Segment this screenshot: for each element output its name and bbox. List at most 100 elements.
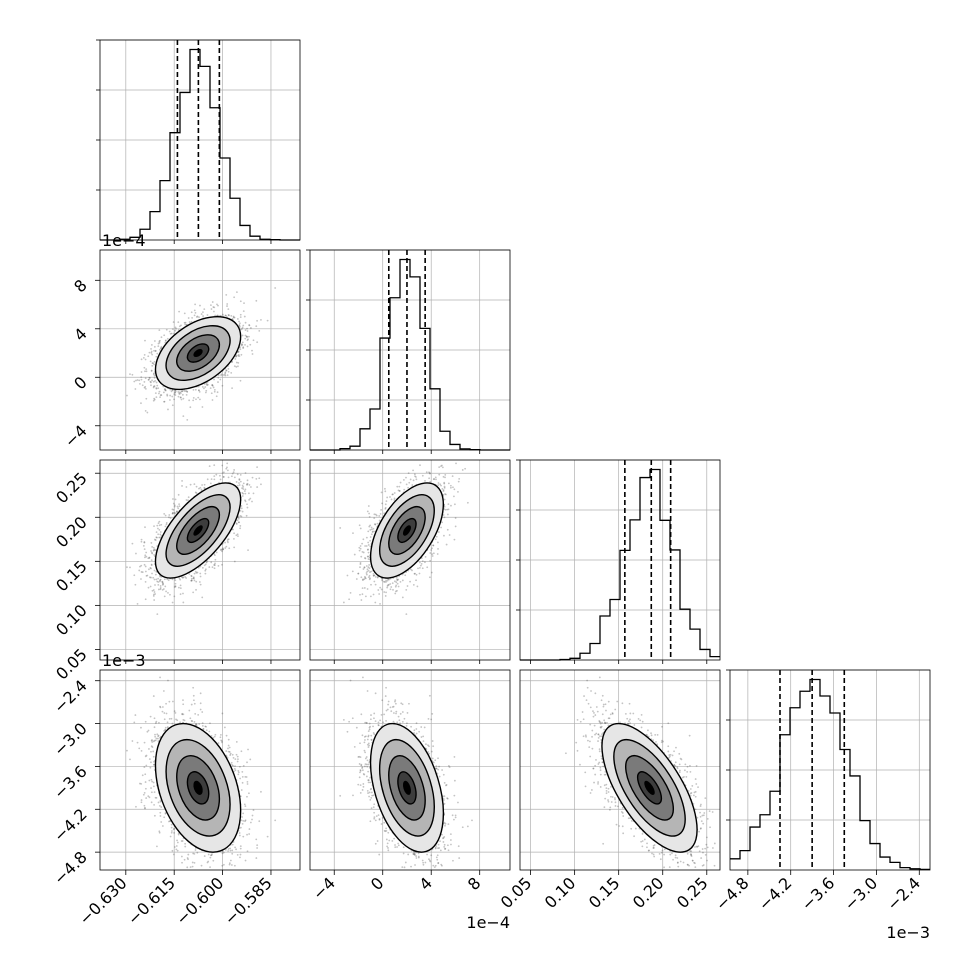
scatter-point	[148, 376, 151, 379]
scatter-point	[156, 536, 158, 539]
scatter-point	[174, 585, 177, 587]
scatter-point	[252, 339, 255, 342]
scatter-point	[195, 398, 197, 401]
scatter-point	[174, 390, 177, 393]
scatter-point	[221, 548, 224, 551]
scatter-point	[159, 396, 161, 398]
scatter-point	[260, 483, 262, 486]
scatter-point	[173, 398, 175, 401]
histogram-frame-1	[309, 249, 511, 451]
scatter-point	[166, 337, 169, 340]
scatter-point	[213, 567, 216, 570]
scatter-point	[140, 378, 143, 381]
scatter-point	[147, 355, 150, 358]
scatter-point	[235, 522, 238, 525]
scatter-point	[232, 471, 235, 474]
scatter-point	[181, 389, 184, 392]
scatter-point	[226, 540, 229, 542]
scatter-point	[242, 347, 245, 349]
scatter-point	[150, 344, 153, 346]
scatter-point	[238, 484, 241, 486]
scatter-point	[244, 472, 247, 474]
scatter-point	[153, 548, 156, 551]
scatter-point	[171, 512, 174, 515]
scatter-point	[164, 389, 167, 392]
scatter-point	[165, 328, 168, 331]
scatter-point	[248, 484, 251, 486]
scatter-point	[189, 483, 192, 486]
scatter-point	[195, 580, 198, 583]
scatter-point	[206, 384, 209, 386]
scatter-point	[181, 480, 183, 482]
scatter-point	[164, 341, 167, 344]
scatter-point	[148, 377, 151, 379]
scatter-point	[247, 549, 249, 552]
scatter-point	[179, 396, 182, 399]
scatter-point	[153, 345, 156, 348]
scatter-point	[239, 440, 241, 442]
scatter-point	[150, 564, 153, 567]
scatter-point	[201, 386, 204, 388]
scatter-point	[246, 336, 248, 338]
scatter-point	[237, 517, 240, 520]
scatter-point	[204, 563, 207, 566]
scatter-point	[150, 352, 153, 354]
scatter-point	[215, 395, 218, 398]
scatter-point	[190, 320, 193, 323]
scatter-point	[171, 395, 174, 398]
scatter-point	[153, 553, 155, 556]
scatter-point	[174, 391, 176, 394]
scatter-point	[151, 552, 154, 555]
scatter-point	[238, 482, 240, 484]
scatter-point	[204, 391, 207, 394]
scatter-point	[235, 361, 238, 364]
scatter-point	[143, 353, 146, 356]
scatter-point	[227, 314, 230, 316]
scatter-point	[221, 384, 224, 387]
scatter-point	[157, 588, 160, 591]
scatter-point	[150, 348, 152, 350]
scatter-point	[158, 341, 161, 344]
scatter-point	[177, 321, 180, 324]
scatter-point	[133, 380, 136, 383]
scatter-point	[171, 601, 174, 604]
scatter-point	[237, 516, 240, 519]
scatter-point	[198, 390, 201, 393]
scatter-point	[148, 568, 150, 571]
scatter-point	[190, 577, 193, 580]
scatter-point	[246, 482, 249, 485]
scatter-point	[159, 579, 161, 582]
scatter-point	[163, 400, 166, 403]
scatter-point	[238, 324, 241, 326]
scatter-point	[164, 514, 167, 517]
scatter-point	[235, 354, 238, 357]
scatter-point	[174, 582, 177, 585]
scatter-point	[233, 532, 235, 535]
scatter-point	[246, 506, 249, 509]
scatter-point	[239, 514, 242, 517]
scatter-point	[153, 578, 156, 581]
scatter-point	[201, 596, 204, 599]
scatter-point	[199, 304, 201, 307]
scatter-point	[173, 393, 176, 396]
scatter-point	[210, 478, 213, 480]
scatter-point	[173, 512, 176, 514]
scatter-point	[260, 318, 262, 321]
scatter-point	[141, 571, 144, 574]
scatter-point	[192, 396, 195, 399]
scatter-point	[185, 393, 188, 396]
scatter-point	[215, 473, 218, 476]
scatter-point	[225, 369, 228, 372]
scatter-point	[138, 569, 141, 572]
scatter-point	[148, 576, 151, 579]
scatter-point	[178, 310, 181, 313]
scatter-point	[241, 495, 244, 497]
scatter-point	[145, 551, 148, 554]
scatter-point	[222, 475, 225, 478]
scatter-point	[232, 316, 235, 319]
scatter-point	[216, 303, 218, 306]
scatter-point	[258, 477, 261, 480]
scatter-point	[227, 541, 229, 544]
scatter-point	[221, 313, 224, 316]
scatter-point	[205, 383, 208, 386]
